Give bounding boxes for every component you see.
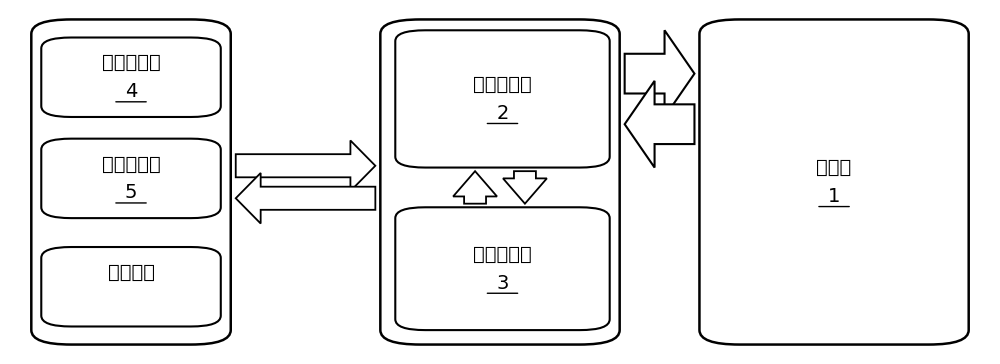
FancyBboxPatch shape xyxy=(395,30,610,167)
Polygon shape xyxy=(503,171,547,204)
Text: 用户端: 用户端 xyxy=(816,158,852,177)
Polygon shape xyxy=(236,141,375,191)
Polygon shape xyxy=(625,81,694,167)
FancyBboxPatch shape xyxy=(31,19,231,345)
Text: 图形数据库: 图形数据库 xyxy=(102,53,160,72)
Text: 文本数据库: 文本数据库 xyxy=(102,154,160,173)
FancyBboxPatch shape xyxy=(380,19,620,345)
Text: 其他数据: 其他数据 xyxy=(108,263,155,282)
FancyBboxPatch shape xyxy=(699,19,969,345)
Text: 1: 1 xyxy=(828,187,840,206)
Text: 4: 4 xyxy=(125,82,137,101)
Text: 地图服务器: 地图服务器 xyxy=(473,75,532,94)
Text: 3: 3 xyxy=(496,274,509,293)
FancyBboxPatch shape xyxy=(395,207,610,330)
Text: 网络服务器: 网络服务器 xyxy=(473,245,532,264)
Polygon shape xyxy=(625,30,694,117)
Text: 5: 5 xyxy=(125,183,137,202)
FancyBboxPatch shape xyxy=(41,247,221,327)
FancyBboxPatch shape xyxy=(41,37,221,117)
Polygon shape xyxy=(236,173,375,223)
Polygon shape xyxy=(453,171,497,204)
Text: 2: 2 xyxy=(496,104,509,123)
FancyBboxPatch shape xyxy=(41,139,221,218)
